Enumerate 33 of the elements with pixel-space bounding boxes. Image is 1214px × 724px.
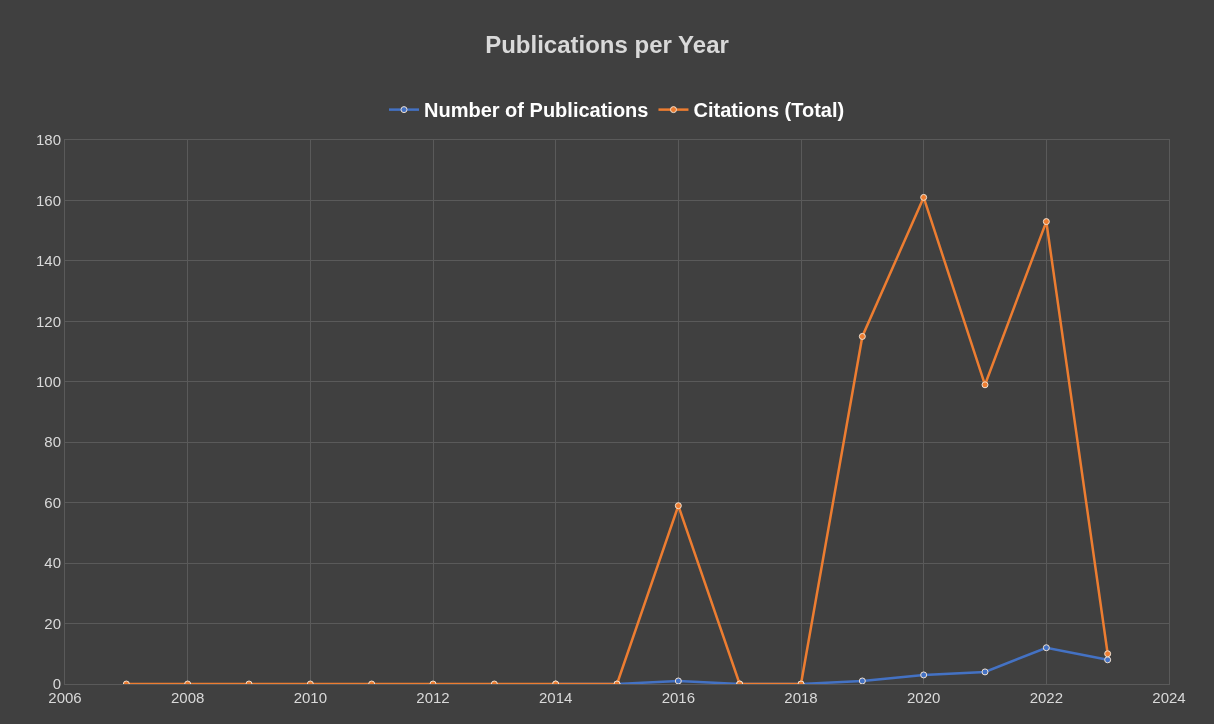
x-tick-label: 2012 bbox=[416, 689, 450, 706]
x-tick-label: 2016 bbox=[661, 689, 696, 706]
point bbox=[858, 332, 866, 340]
y-tick-label: 180 bbox=[35, 131, 61, 149]
legend-label: Citations (Total) bbox=[693, 99, 845, 122]
y-tick-label: 80 bbox=[44, 433, 61, 451]
y-tick-label: 120 bbox=[35, 312, 61, 330]
x-tick-label: 2024 bbox=[1152, 689, 1186, 706]
y-tick-label: 40 bbox=[44, 554, 61, 572]
y-tick-label: 20 bbox=[44, 614, 61, 632]
y-tick-label: 160 bbox=[35, 191, 61, 209]
point bbox=[674, 502, 682, 510]
y-tick-label: 60 bbox=[44, 493, 61, 511]
x-tick-label: 2018 bbox=[784, 689, 818, 706]
point bbox=[1104, 656, 1112, 664]
x-tick-label: 2008 bbox=[170, 689, 205, 706]
x-tick-label: 2020 bbox=[906, 689, 941, 706]
chart-title: Publications per Year bbox=[485, 31, 729, 58]
point bbox=[1042, 644, 1050, 652]
point bbox=[920, 671, 928, 679]
x-tick-label: 2010 bbox=[293, 689, 328, 706]
point bbox=[674, 677, 682, 684]
y-tick-label: 140 bbox=[35, 252, 61, 270]
x-tick-label: 2022 bbox=[1029, 689, 1064, 706]
legend-label: Number of Publications bbox=[424, 99, 649, 122]
point bbox=[858, 677, 866, 684]
y-tick-label: 100 bbox=[35, 373, 61, 391]
point bbox=[1042, 218, 1050, 226]
point bbox=[920, 193, 928, 201]
point bbox=[1104, 650, 1112, 658]
x-tick-label: 2014 bbox=[538, 689, 573, 706]
point bbox=[981, 668, 989, 676]
point bbox=[981, 381, 989, 389]
